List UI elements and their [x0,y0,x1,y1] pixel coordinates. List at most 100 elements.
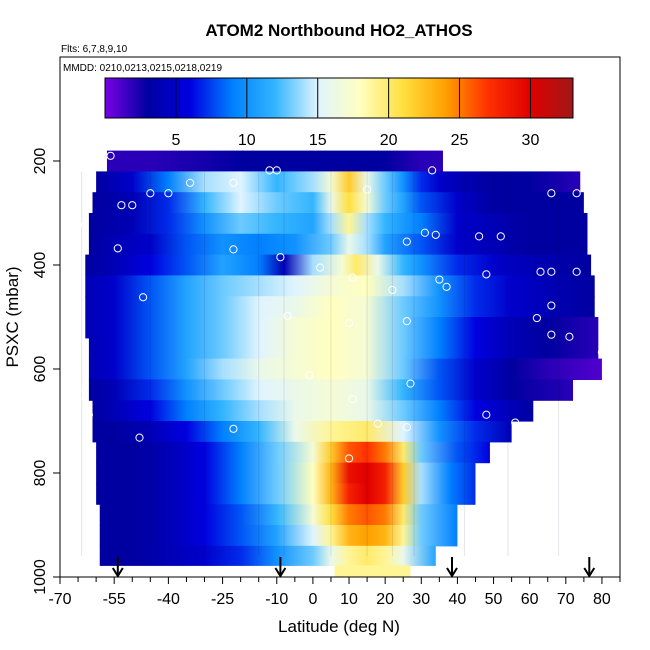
data-point [146,189,155,198]
data-point [63,263,72,272]
y-axis: 200 400 600 800 1000 [32,57,61,595]
flights-note: Flts: 6,7,8,9,10 [61,44,128,55]
profile-arrows [111,557,596,578]
chart-title: ATOM2 Northbound HO2_ATHOS [205,21,472,40]
data-point [113,244,122,253]
heatmap-band [334,565,411,577]
data-point [388,285,397,295]
heatmap-band [88,358,602,380]
data-point [362,185,372,194]
arrow-head [274,567,287,578]
data-point [305,371,314,380]
data-point [77,156,86,166]
dates-note: MMDD: 0210,0213,0215,0218,0219 [63,63,222,74]
data-point [402,423,411,432]
colorbar-tick-label: 20 [380,132,398,149]
heatmap-band [88,337,599,360]
x-tick-label: 60 [521,591,539,608]
data-point [135,433,144,442]
y-tick-label: 200 [32,148,49,175]
colorbar-tick-label: 15 [309,132,327,149]
colorbar-tick-label: 30 [522,132,540,149]
heatmap-band [92,421,512,443]
data-point [344,454,354,463]
data-point [373,419,383,428]
x-tick-label: -70 [48,591,71,608]
data-point [84,545,94,555]
heatmap-band [88,213,588,235]
data-point [106,151,115,160]
heatmap-band [96,483,476,505]
heatmap-band [92,192,584,214]
data-point [572,267,581,276]
heatmap-band [99,545,436,566]
y-tick-label: 1000 [32,559,49,595]
data-point [348,273,357,282]
data-point [117,201,126,210]
heatmap-band [96,462,476,484]
y-tick-label: 400 [32,252,49,279]
data-point [482,410,491,419]
x-tick-label: -40 [157,591,180,608]
data-point [496,232,505,241]
x-tick-label: 0 [308,591,317,608]
data-point [572,189,581,198]
heatmap [81,150,602,577]
data-point [164,189,173,198]
data-point [128,201,137,210]
colorbar [104,77,574,119]
data-point [474,232,484,241]
colorbar-tick-label: 25 [451,132,469,149]
data-point [428,166,437,175]
data-point [431,230,440,239]
heatmap-band [85,275,595,297]
heatmap-band [99,504,458,526]
heatmap-band [96,171,581,193]
data-point [272,166,281,175]
heatmap-band [88,233,588,256]
data-point [511,418,520,427]
y-tick-label: 600 [32,356,49,383]
arrow-head [583,567,596,578]
x-axis-label: Latitude (deg N) [278,617,400,636]
data-point [138,293,148,302]
data-point [547,301,556,310]
data-point [316,263,325,272]
data-point [73,220,83,229]
x-tick-label: 50 [485,591,503,608]
x-tick-label: 40 [449,591,467,608]
y-tick-label: 800 [32,460,49,487]
data-point [547,267,556,276]
x-axis-minor-ticks [77,577,621,582]
x-tick-label: -10 [265,591,288,608]
x-tick-label: 70 [557,591,575,608]
heatmap-band [85,254,592,276]
data-point [420,228,430,237]
data-point [597,348,607,357]
data-point [406,379,415,388]
data-point [565,332,574,341]
arrow-head [111,567,124,578]
data-point [229,245,238,254]
data-point [348,395,357,404]
heatmap-band [92,400,534,422]
data-point [283,311,292,321]
x-axis: -70 -55 -40 -25 -10 0 10 20 30 40 50 60 70 80 [48,576,620,608]
data-point [276,253,285,262]
x-tick-label: 80 [593,591,611,608]
data-point [344,319,354,328]
arrow-head [446,567,458,578]
heatmap-band [106,150,443,172]
data-point [70,166,79,175]
y-axis-label: PSXC (mbar) [3,266,22,367]
colorbar-tick-label: 10 [238,132,256,149]
colorbar-ticks: 5 10 15 20 25 30 [171,78,539,149]
data-point [547,189,556,198]
heatmap-band [99,525,458,547]
data-point [532,313,542,323]
data-point [547,330,556,339]
heatmap-band [88,379,574,401]
data-point [536,267,545,276]
data-point [185,178,195,187]
